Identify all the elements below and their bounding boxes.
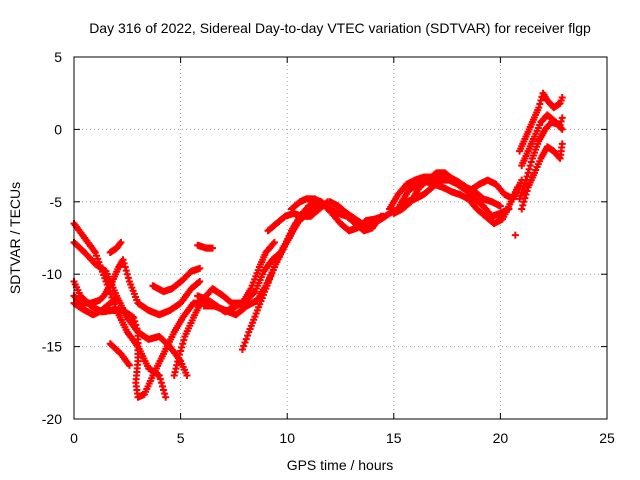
data-point [161, 390, 169, 398]
y-tick-label: 5 [54, 49, 62, 65]
data-point [523, 187, 531, 195]
data-series [70, 256, 204, 319]
data-point [179, 340, 187, 348]
data-point [124, 274, 132, 282]
y-axis-label: SDTVAR / TECUs [7, 182, 23, 294]
data-point [113, 295, 121, 303]
x-tick-label: 5 [177, 430, 185, 446]
x-axis-label: GPS time / hours [287, 457, 394, 473]
data-point [511, 231, 519, 239]
data-point [180, 336, 188, 344]
data-point [270, 238, 278, 246]
data-point [520, 198, 528, 206]
data-point [120, 259, 128, 267]
data-point [496, 202, 504, 210]
data-series [149, 264, 204, 296]
data-point [526, 162, 534, 170]
data-point [122, 267, 130, 275]
y-tick-label: -15 [42, 339, 62, 355]
data-series [518, 140, 566, 213]
data-point [176, 351, 184, 359]
data-point [209, 244, 217, 252]
data-series [511, 231, 519, 239]
data-point [558, 140, 566, 148]
data-point [177, 347, 185, 355]
grid [74, 57, 607, 419]
y-tick-label: -10 [42, 266, 62, 282]
data-series [106, 238, 125, 256]
data-point [527, 158, 535, 166]
data-points [70, 89, 566, 401]
x-tick-label: 20 [493, 430, 509, 446]
data-point [178, 343, 186, 351]
data-series [516, 89, 566, 155]
data-point [123, 270, 131, 278]
data-point [250, 289, 258, 297]
data-point [244, 332, 252, 340]
data-point [535, 104, 543, 112]
data-point [519, 201, 527, 209]
data-point [558, 94, 566, 102]
data-point [525, 165, 533, 173]
data-point [130, 314, 138, 322]
x-tick-labels: 0 5 10 15 20 25 [70, 430, 615, 446]
data-point [241, 339, 249, 347]
data-point [160, 386, 168, 394]
data-point [558, 114, 566, 122]
axis-ticks [73, 56, 608, 420]
data-point [158, 382, 166, 390]
data-point [121, 263, 129, 271]
data-point [119, 256, 127, 264]
data-point [174, 354, 182, 362]
x-tick-label: 10 [279, 430, 295, 446]
data-point [242, 335, 250, 343]
data-point [195, 278, 203, 286]
data-point [238, 345, 246, 353]
data-point [558, 125, 566, 133]
data-point [240, 342, 248, 350]
data-point [523, 172, 531, 180]
x-tick-label: 0 [70, 430, 78, 446]
y-tick-label: 0 [54, 121, 62, 137]
x-tick-label: 15 [386, 430, 402, 446]
data-point [521, 194, 529, 202]
x-tick-label: 25 [599, 430, 615, 446]
data-point [117, 238, 125, 246]
y-tick-labels: 5 0 -5 -10 -15 -20 [42, 49, 62, 427]
data-point [524, 169, 532, 177]
data-point [125, 361, 133, 369]
data-point [536, 100, 544, 108]
data-point [132, 321, 140, 329]
data-point [183, 372, 191, 380]
data-point [133, 325, 141, 332]
data-point [156, 375, 164, 383]
data-point [162, 393, 170, 401]
data-point [537, 96, 545, 104]
data-series [70, 295, 121, 319]
data-point [131, 317, 139, 325]
data-point [522, 191, 530, 199]
chart-title: Day 316 of 2022, Sidereal Day-to-day VTE… [89, 20, 591, 36]
data-point [155, 372, 163, 380]
data-series [194, 241, 217, 252]
plot-frame [73, 56, 608, 420]
y-tick-label: -20 [42, 411, 62, 427]
y-tick-label: -5 [50, 194, 63, 210]
data-series [106, 340, 133, 369]
data-series [238, 201, 321, 353]
data-series [518, 111, 566, 170]
data-point [518, 205, 526, 213]
data-series [390, 169, 526, 217]
data-point [196, 277, 204, 285]
data-point [157, 379, 165, 387]
data-point [196, 264, 204, 272]
